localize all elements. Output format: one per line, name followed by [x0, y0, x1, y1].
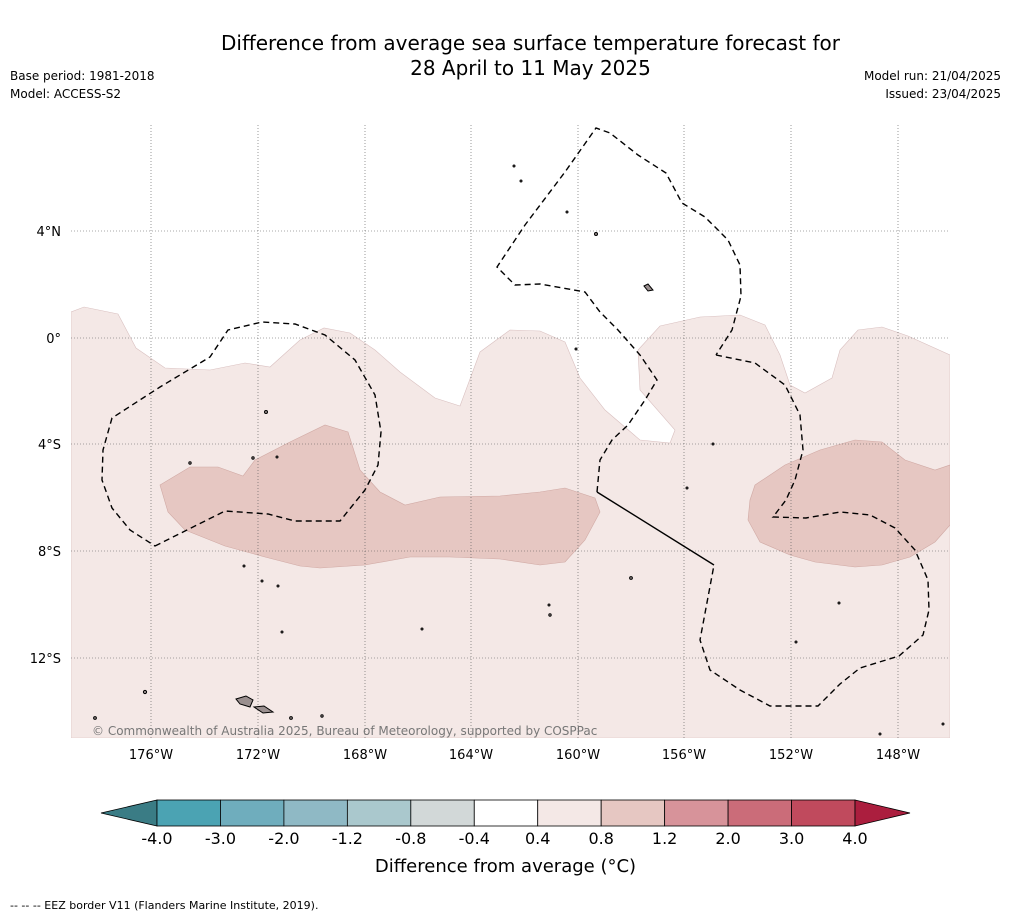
title-line-1: Difference from average sea surface temp…	[220, 31, 840, 55]
lat-tick: 8°S	[38, 545, 61, 560]
island-dot	[711, 442, 715, 446]
islands	[93, 164, 945, 736]
model-run: Model run: 21/04/2025	[863, 69, 1001, 83]
island-samoa-savaii	[235, 695, 254, 708]
lon-tick: 160°W	[556, 748, 600, 763]
meta-left: Base period: 1981-2018 Model: ACCESS-S2	[10, 67, 155, 103]
island-dot	[275, 455, 279, 459]
island-dot	[794, 640, 798, 644]
colorbar-segment	[600, 799, 666, 827]
lat-tick-labels: 4°N 0° 4°S 8°S 12°S	[30, 225, 61, 667]
colorbar-segment	[410, 799, 475, 827]
colorbar-segment	[727, 799, 792, 827]
island-dot	[594, 232, 598, 236]
colorbar-tick-label: -3.0	[205, 829, 236, 848]
colorbar-segment	[220, 799, 285, 827]
eez-border-central	[496, 127, 742, 493]
colorbar-tick-label: -0.4	[459, 829, 490, 848]
eez-border-west	[101, 321, 382, 547]
colorbar-tick-label: -4.0	[141, 829, 172, 848]
island-dot	[629, 576, 633, 580]
colorbar-segment	[791, 799, 856, 827]
eez-borders	[101, 127, 930, 707]
colorbar-tick-label: -0.8	[395, 829, 426, 848]
island-dot	[320, 714, 324, 718]
colorbar-extend-low	[100, 799, 158, 827]
model-name: Model: ACCESS-S2	[10, 87, 122, 101]
anomaly-region-central-band	[159, 424, 601, 569]
colorbar-tick-label: -2.0	[268, 829, 299, 848]
island-kiritimati	[643, 283, 654, 292]
island-dot	[565, 210, 569, 214]
island-dot	[548, 613, 552, 617]
colorbar-segment	[283, 799, 348, 827]
island-dot	[574, 347, 578, 351]
colorbar-title: Difference from average (°C)	[374, 856, 637, 877]
island-dot	[264, 410, 268, 414]
island-dot	[547, 603, 551, 607]
island-dot	[142, 689, 148, 695]
copyright-notice: © Commonwealth of Australia 2025, Bureau…	[92, 724, 598, 738]
island-dot	[276, 584, 280, 588]
lat-tick: 4°S	[38, 438, 61, 453]
colorbar-segment	[473, 799, 539, 827]
island-dot	[420, 627, 424, 631]
lat-tick: 4°N	[37, 225, 62, 240]
lon-tick: 152°W	[769, 748, 813, 763]
colorbar-segment	[664, 799, 729, 827]
island-dot	[289, 716, 293, 720]
colorbar: -4.0 -3.0 -2.0 -1.2 -0.8 -0.4 0.4 0.8 1.2 2.0 3.0 4…	[100, 799, 911, 848]
lon-tick: 156°W	[662, 748, 706, 763]
colorbar-segment	[537, 799, 602, 827]
lon-tick: 176°W	[129, 748, 173, 763]
island-dot	[251, 456, 255, 460]
lon-tick: 172°W	[236, 748, 280, 763]
island-dot	[837, 601, 841, 605]
island-dot	[519, 179, 523, 183]
colorbar-segment	[346, 799, 412, 827]
island-dot	[242, 564, 246, 568]
lon-tick-labels: 176°W 172°W 168°W 164°W 160°W 156°W 152°…	[129, 748, 920, 763]
anomaly-region-east	[747, 439, 950, 568]
gridlines	[71, 125, 950, 738]
base-period: Base period: 1981-2018	[10, 69, 155, 83]
colorbar-tick-label: -1.2	[332, 829, 363, 848]
island-dot	[512, 164, 516, 168]
map-title: Difference from average sea surface temp…	[0, 31, 1011, 81]
colorbar-tick-label: 1.2	[652, 829, 677, 848]
eez-footnote: -- -- -- EEZ border V11 (Flanders Marine…	[10, 899, 319, 912]
island-dot	[260, 579, 264, 583]
colorbar-tick-label: 0.8	[588, 829, 613, 848]
colorbar-tick-label: 0.4	[525, 829, 550, 848]
colorbar-extend-high	[854, 799, 911, 827]
island-dot	[93, 716, 97, 720]
island-dot	[941, 722, 945, 726]
colorbar-tick-label: 2.0	[715, 829, 740, 848]
lon-tick: 168°W	[343, 748, 387, 763]
island-dot	[878, 732, 882, 736]
island-dot	[685, 486, 689, 490]
lat-tick: 12°S	[30, 652, 61, 667]
island-dot	[188, 461, 192, 465]
eez-border-solid-segment	[596, 491, 715, 566]
colorbar-tick-label: 3.0	[779, 829, 804, 848]
anomaly-fields	[71, 306, 950, 738]
issued-date: Issued: 23/04/2025	[885, 87, 1001, 101]
title-line-2: 28 April to 11 May 2025	[410, 56, 651, 80]
colorbar-segment	[156, 799, 221, 827]
colorbar-tick-label: 4.0	[842, 829, 867, 848]
island-dot	[280, 630, 284, 634]
lon-tick: 164°W	[449, 748, 493, 763]
eez-border-east	[699, 354, 930, 707]
meta-right: Model run: 21/04/2025 Issued: 23/04/2025	[864, 67, 1001, 103]
lat-tick: 0°	[46, 332, 61, 347]
lon-tick: 148°W	[876, 748, 920, 763]
island-samoa-upolu	[252, 705, 275, 714]
